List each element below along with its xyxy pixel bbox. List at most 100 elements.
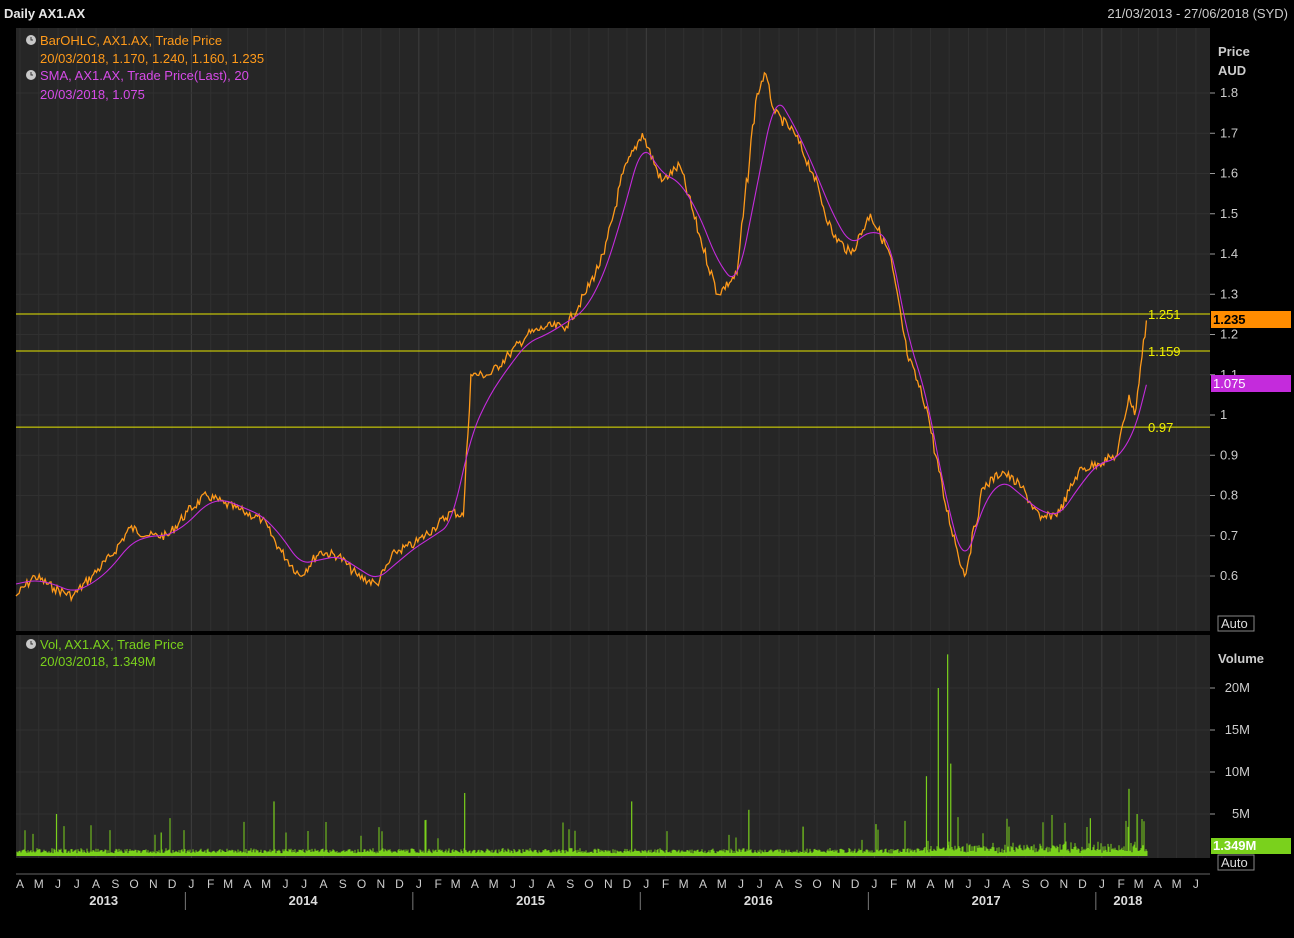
volume-legend-label[interactable]: Vol, AX1.AX, Trade Price: [40, 637, 184, 652]
month-tick-label: J: [510, 877, 516, 891]
month-tick-label: D: [623, 877, 632, 891]
price-tick-label: 0.7: [1220, 528, 1238, 543]
grid-lines: [16, 28, 1210, 858]
year-label: 2017: [972, 893, 1001, 908]
price-panel[interactable]: [16, 28, 1210, 631]
price-tick-label: 1.6: [1220, 166, 1238, 181]
price-axis-unit: AUD: [1218, 63, 1246, 78]
price-axis[interactable]: [1210, 28, 1292, 631]
volume-bar: [16, 815, 1148, 856]
month-tick-label: A: [547, 877, 555, 891]
volume-legend-values: 20/03/2018, 1.349M: [40, 654, 156, 669]
month-tick-label: A: [1002, 877, 1010, 891]
volume-axis-title: Volume: [1218, 651, 1264, 666]
month-tick-label: A: [471, 877, 479, 891]
clock-icon: [26, 70, 36, 80]
volume-auto-scale-button[interactable]: Auto: [1217, 854, 1255, 871]
price-tick-label: 0.8: [1220, 488, 1238, 503]
ohlc-legend-values: 20/03/2018, 1.170, 1.240, 1.160, 1.235: [40, 51, 264, 66]
month-tick-label: J: [74, 877, 80, 891]
month-tick-label: S: [1022, 877, 1030, 891]
sma-value: 1.075: [1213, 376, 1246, 391]
month-tick-label: S: [339, 877, 347, 891]
last-volume-value: 1.349M: [1213, 838, 1256, 853]
ohlc-legend-label[interactable]: BarOHLC, AX1.AX, Trade Price: [40, 33, 222, 48]
month-tick-label: F: [890, 877, 897, 891]
month-tick-label: A: [926, 877, 934, 891]
volume-axis[interactable]: [1210, 635, 1292, 858]
price-auto-scale-button[interactable]: Auto: [1217, 615, 1255, 632]
month-tick-label: M: [223, 877, 233, 891]
price-axis-title: Price: [1218, 44, 1250, 59]
year-label: 2013: [89, 893, 118, 908]
month-tick-label: S: [794, 877, 802, 891]
month-tick-label: M: [1134, 877, 1144, 891]
price-tick-label: 1.4: [1220, 246, 1238, 261]
month-tick-label: J: [1193, 877, 1199, 891]
month-tick-label: D: [395, 877, 404, 891]
date-range[interactable]: 21/03/2013 - 27/06/2018 (SYD): [1107, 6, 1288, 21]
month-tick-label: J: [416, 877, 422, 891]
year-label: 2018: [1113, 893, 1142, 908]
price-series-line: [15, 71, 1148, 603]
month-tick-label: D: [1078, 877, 1087, 891]
month-tick-label: F: [1117, 877, 1124, 891]
clock-icon: [26, 35, 36, 45]
month-tick-label: A: [699, 877, 707, 891]
price-tick-label: 0.9: [1220, 447, 1238, 462]
month-tick-label: J: [55, 877, 61, 891]
month-tick-label: M: [261, 877, 271, 891]
month-tick-label: J: [1099, 877, 1105, 891]
month-tick-label: S: [566, 877, 574, 891]
month-tick-label: M: [679, 877, 689, 891]
month-tick-label: J: [871, 877, 877, 891]
month-tick-label: J: [282, 877, 288, 891]
month-tick-label: A: [92, 877, 100, 891]
year-label: 2014: [289, 893, 319, 908]
last-volume-badge: 1.349M: [1211, 838, 1291, 854]
sma-legend-label[interactable]: SMA, AX1.AX, Trade Price(Last), 20: [40, 68, 249, 83]
reference-lines: 1.251 1.159 0.97: [16, 307, 1210, 435]
month-tick-label: M: [1172, 877, 1182, 891]
month-tick-label: J: [738, 877, 744, 891]
volume-bars: [16, 654, 1148, 856]
reference-line-label: 0.97: [1148, 420, 1173, 435]
reference-line-label: 1.159: [1148, 344, 1181, 359]
month-tick-label: J: [301, 877, 307, 891]
month-tick-label: N: [832, 877, 841, 891]
price-tick-label: 1: [1220, 407, 1227, 422]
last-price-value: 1.235: [1213, 312, 1246, 327]
month-tick-label: J: [643, 877, 649, 891]
volume-panel[interactable]: [16, 635, 1210, 858]
month-tick-label: N: [1059, 877, 1068, 891]
price-tick-label: 1.7: [1220, 125, 1238, 140]
sma-series-line: [15, 104, 1147, 591]
reference-line-label: 1.251: [1148, 307, 1181, 322]
year-label: 2016: [744, 893, 773, 908]
month-tick-label: J: [984, 877, 990, 891]
month-tick-label: A: [1154, 877, 1162, 891]
last-price-badge: 1.235: [1211, 311, 1291, 328]
volume-tick-label: 20M: [1225, 680, 1250, 695]
month-tick-label: F: [434, 877, 441, 891]
price-tick-label: 0.6: [1220, 568, 1238, 583]
month-tick-label: S: [111, 877, 119, 891]
price-auto-label: Auto: [1221, 616, 1248, 631]
month-tick-label: J: [965, 877, 971, 891]
month-tick-label: M: [717, 877, 727, 891]
month-tick-label: M: [34, 877, 44, 891]
month-tick-label: F: [662, 877, 669, 891]
month-tick-label: J: [529, 877, 535, 891]
month-tick-label: M: [906, 877, 916, 891]
month-tick-label: M: [489, 877, 499, 891]
month-tick-label: N: [376, 877, 385, 891]
clock-icon: [26, 639, 36, 649]
chart-title: Daily AX1.AX: [4, 6, 85, 21]
month-tick-label: O: [1040, 877, 1049, 891]
month-tick-label: N: [604, 877, 613, 891]
month-tick-label: A: [16, 877, 24, 891]
month-tick-label: J: [757, 877, 763, 891]
